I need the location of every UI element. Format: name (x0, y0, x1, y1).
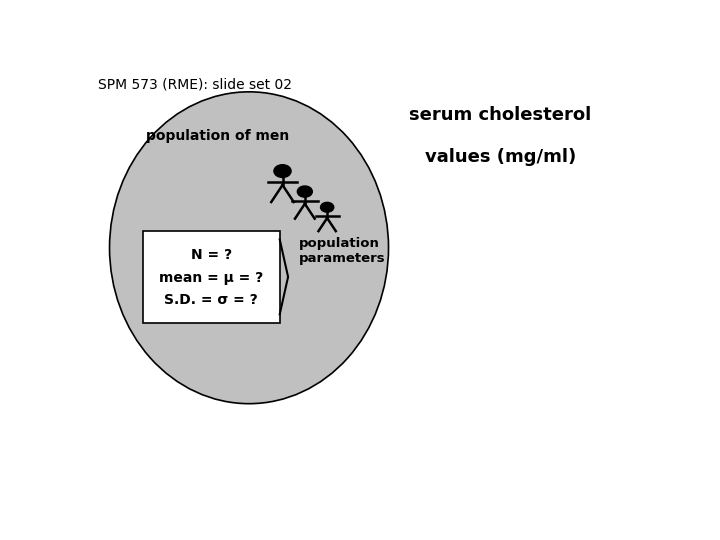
Text: values (mg/ml): values (mg/ml) (425, 148, 576, 166)
Text: serum cholesterol: serum cholesterol (409, 106, 591, 124)
Text: mean = μ = ?: mean = μ = ? (159, 271, 264, 285)
Ellipse shape (109, 92, 389, 404)
Circle shape (297, 186, 312, 197)
Text: SPM 573 (RME): slide set 02: SPM 573 (RME): slide set 02 (99, 77, 292, 91)
Text: population of men: population of men (145, 129, 289, 143)
Circle shape (320, 202, 334, 212)
Text: population
parameters: population parameters (300, 238, 386, 265)
Text: S.D. = σ = ?: S.D. = σ = ? (164, 294, 258, 307)
Text: N = ?: N = ? (191, 248, 232, 262)
Bar (143, 231, 280, 322)
Circle shape (274, 165, 291, 178)
